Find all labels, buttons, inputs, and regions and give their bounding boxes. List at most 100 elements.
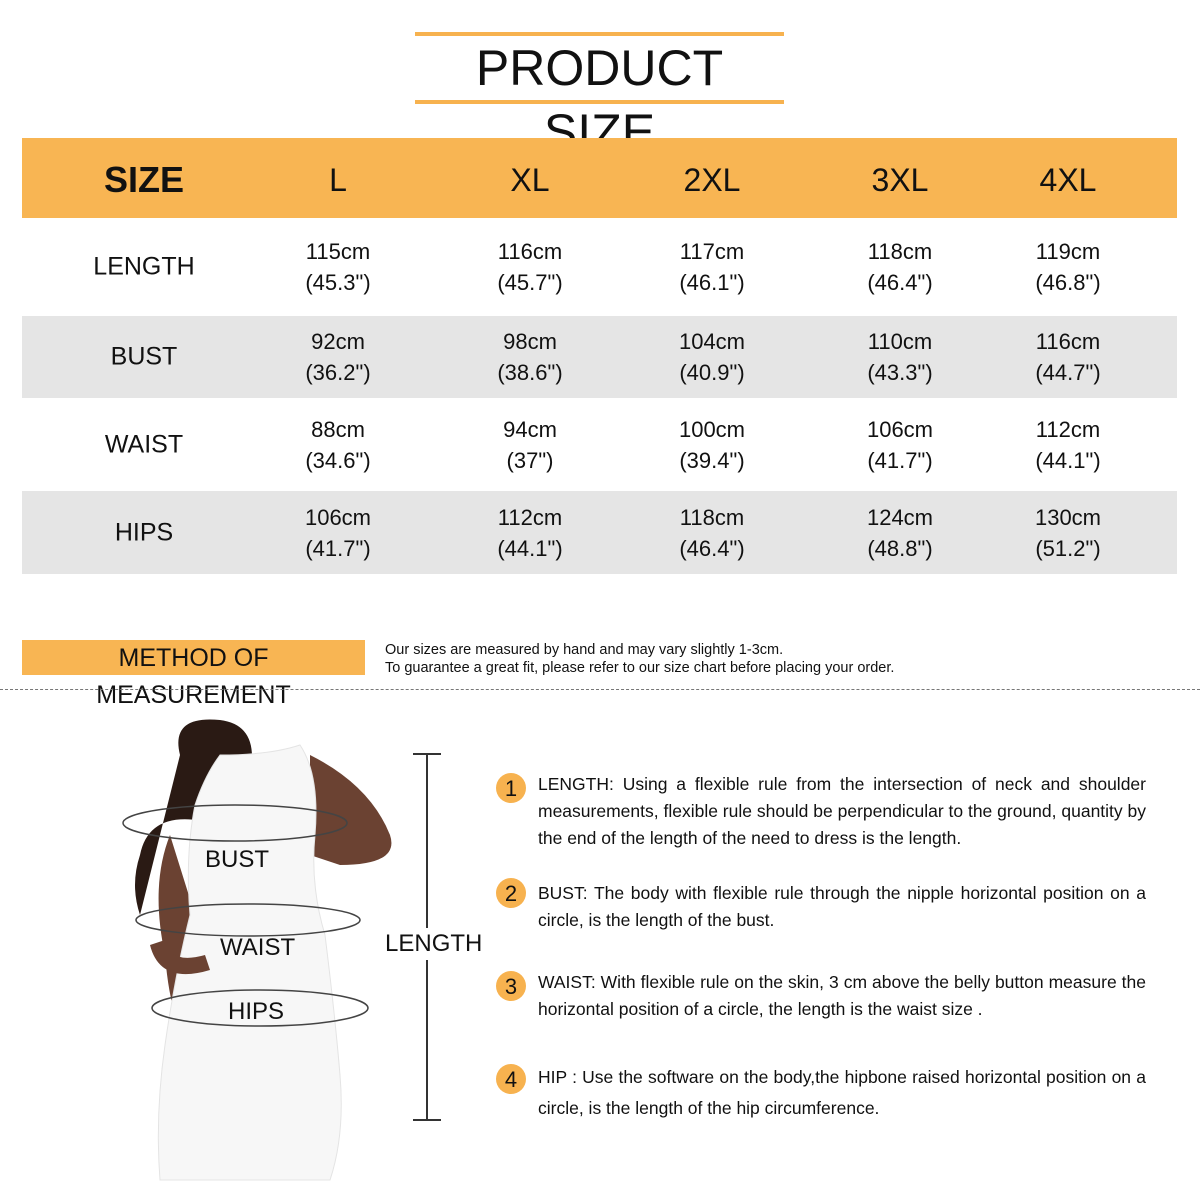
table-cell: 106cm (41.7") xyxy=(238,502,438,564)
cell-cm: 106cm xyxy=(304,504,372,530)
cell-inch: (51.2") xyxy=(1035,535,1101,561)
cell-inch: (48.8") xyxy=(867,535,933,561)
cell-cm: 112cm xyxy=(497,504,563,530)
table-cell: 98cm (38.6") xyxy=(430,326,630,388)
hips-label: HIPS xyxy=(228,998,285,1025)
note-line-1: Our sizes are measured by hand and may v… xyxy=(385,642,784,658)
table-row-waist: WAIST 88cm (34.6") 94cm (37") 100cm (39.4") 106… xyxy=(22,398,1177,491)
table-row-bust: BUST 92cm (36.2") 98cm (38.6") 104cm (40.9") 11… xyxy=(22,316,1177,398)
row-label: WAIST xyxy=(104,430,184,458)
step-length: 1 LENGTH: Using a flexible rule from the… xyxy=(496,771,1146,852)
cell-cm: 116cm xyxy=(1035,329,1101,354)
dashed-divider xyxy=(0,689,1200,690)
ruler-bottom-tick xyxy=(413,1119,441,1121)
table-cell: 119cm (46.8") xyxy=(968,236,1168,298)
cell-inch: (45.3") xyxy=(305,270,371,295)
step-number-badge: 2 xyxy=(496,878,526,908)
row-label: HIPS xyxy=(114,518,174,546)
cell-cm: 100cm xyxy=(678,416,746,442)
cell-inch: (34.6") xyxy=(305,447,371,473)
cell-cm: 88cm xyxy=(311,416,365,442)
header-3xl: 3XL xyxy=(871,162,929,198)
cell-inch: (38.6") xyxy=(497,360,563,385)
waist-label: WAIST xyxy=(220,934,296,961)
table-cell: 104cm (40.9") xyxy=(612,326,812,388)
cell-inch: (41.7") xyxy=(867,447,933,473)
cell-inch: (41.7") xyxy=(305,535,371,561)
cell-inch: (37") xyxy=(506,447,554,473)
cell-inch: (36.2") xyxy=(305,360,371,385)
cell-cm: 112cm xyxy=(1035,416,1101,442)
table-cell: 124cm (48.8") xyxy=(800,502,1000,564)
cell-cm: 118cm xyxy=(679,504,745,530)
step-waist: 3 WAIST: With flexible rule on the skin,… xyxy=(496,969,1146,1023)
page-title: PRODUCT SIZE xyxy=(415,32,784,160)
cell-cm: 117cm xyxy=(679,239,745,264)
step-number-badge: 1 xyxy=(496,773,526,803)
cell-cm: 106cm xyxy=(866,416,934,442)
method-of-measurement-label: METHOD OF MEASUREMENT xyxy=(22,640,365,709)
cell-cm: 118cm xyxy=(867,239,933,264)
model-figure xyxy=(122,719,392,1181)
row-label: LENGTH xyxy=(93,252,195,281)
table-cell: 116cm (45.7") xyxy=(430,236,630,298)
cell-cm: 110cm xyxy=(867,329,933,354)
header-4xl: 4XL xyxy=(1039,162,1097,198)
header-xl: XL xyxy=(510,162,550,198)
table-row-hips: HIPS 106cm (41.7") 112cm (44.1") 118cm (46.4")… xyxy=(22,491,1177,574)
table-cell: 112cm (44.1") xyxy=(430,502,630,564)
table-cell: 118cm (46.4") xyxy=(612,502,812,564)
cell-inch: (44.1") xyxy=(497,535,563,561)
table-cell: 88cm (34.6") xyxy=(238,414,438,476)
cell-inch: (39.4") xyxy=(679,447,745,473)
step-text: BUST: The body with flexible rule throug… xyxy=(538,883,1146,930)
cell-inch: (46.4") xyxy=(867,270,933,295)
table-cell: 118cm (46.4") xyxy=(800,236,1000,298)
step-text: HIP : Use the software on the body,the h… xyxy=(538,1067,1146,1118)
table-cell: 110cm (43.3") xyxy=(800,326,1000,388)
step-number-badge: 3 xyxy=(496,971,526,1001)
cell-cm: 104cm xyxy=(678,329,746,354)
table-cell: 115cm (45.3") xyxy=(238,236,438,298)
header-2xl: 2XL xyxy=(683,162,741,198)
bust-label: BUST xyxy=(205,846,270,873)
cell-cm: 119cm xyxy=(1035,239,1101,264)
header-l: L xyxy=(329,162,347,198)
step-hip: 4 HIP : Use the software on the body,the… xyxy=(496,1062,1146,1124)
table-cell: 94cm (37") xyxy=(430,414,630,476)
cell-inch: (46.1") xyxy=(679,270,745,295)
note-line-2: To guarantee a great fit, please refer t… xyxy=(385,660,895,676)
cell-cm: 116cm xyxy=(497,239,563,264)
table-cell: 100cm (39.4") xyxy=(612,414,812,476)
table-cell: 116cm (44.7") xyxy=(968,326,1168,388)
cell-inch: (44.7") xyxy=(1035,360,1101,385)
step-number-badge: 4 xyxy=(496,1064,526,1094)
cell-cm: 130cm xyxy=(1034,504,1102,530)
table-cell: 92cm (36.2") xyxy=(238,326,438,388)
step-text: LENGTH: Using a flexible rule from the i… xyxy=(538,774,1147,848)
cell-inch: (46.8") xyxy=(1035,270,1101,295)
cell-inch: (43.3") xyxy=(867,360,933,385)
table-cell: 106cm (41.7") xyxy=(800,414,1000,476)
step-text: WAIST: With flexible rule on the skin, 3… xyxy=(538,972,1146,1019)
table-row-length: LENGTH 115cm (45.3") 116cm (45.7") 117cm (46.1… xyxy=(22,218,1177,316)
step-bust: 2 BUST: The body with flexible rule thro… xyxy=(496,878,1146,934)
length-label: LENGTH xyxy=(385,928,483,960)
cell-cm: 92cm xyxy=(311,329,365,354)
size-table-header: SIZE L XL 2XL 3XL 4XL xyxy=(22,138,1177,218)
ruler-top-tick xyxy=(413,753,441,755)
cell-inch: (46.4") xyxy=(679,535,745,561)
cell-cm: 94cm xyxy=(503,416,557,442)
cell-inch: (45.7") xyxy=(497,270,563,295)
cell-cm: 124cm xyxy=(866,504,934,530)
cell-inch: (40.9") xyxy=(679,360,745,385)
header-size: SIZE xyxy=(103,159,184,200)
cell-inch: (44.1") xyxy=(1035,447,1101,473)
cell-cm: 98cm xyxy=(503,329,557,354)
cell-cm: 115cm xyxy=(305,239,371,264)
row-label: BUST xyxy=(110,342,178,371)
table-cell: 130cm (51.2") xyxy=(968,502,1168,564)
measurement-note: Our sizes are measured by hand and may v… xyxy=(385,641,894,677)
table-cell: 117cm (46.1") xyxy=(612,236,812,298)
table-cell: 112cm (44.1") xyxy=(968,414,1168,476)
